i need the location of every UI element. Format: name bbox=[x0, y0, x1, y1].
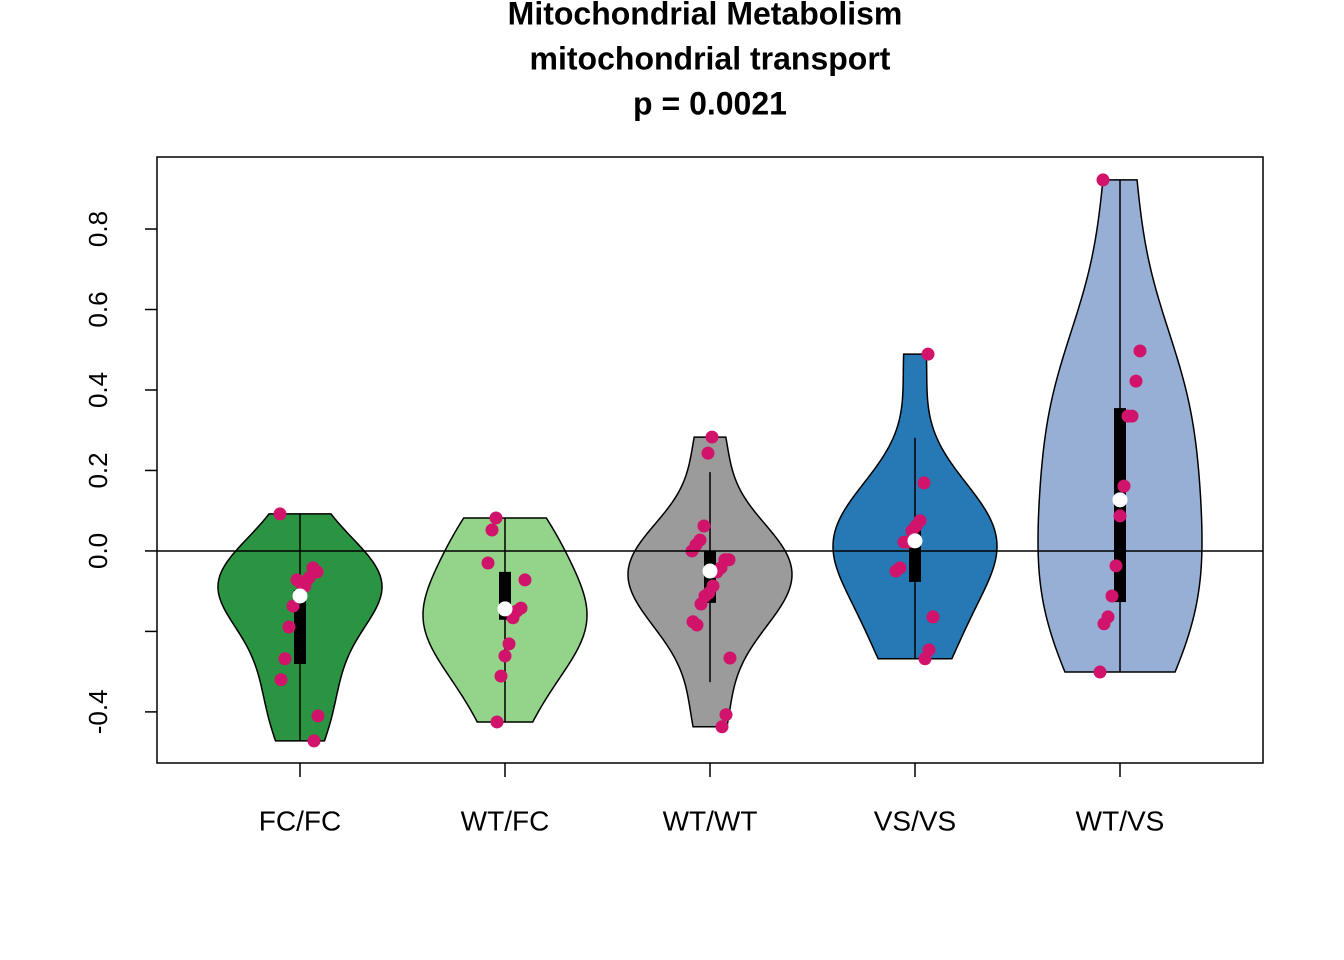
data-point bbox=[918, 652, 932, 666]
data-point bbox=[286, 599, 300, 613]
median bbox=[907, 533, 923, 549]
data-point bbox=[494, 669, 508, 683]
x-tick-label: FC/FC bbox=[259, 805, 341, 836]
data-point bbox=[278, 652, 292, 666]
data-point bbox=[502, 637, 516, 651]
chart-subtitle: p = 0.0021 bbox=[633, 85, 787, 121]
median bbox=[497, 601, 513, 617]
data-point bbox=[290, 573, 304, 587]
data-point bbox=[1113, 509, 1127, 523]
data-point bbox=[274, 673, 288, 687]
data-point bbox=[273, 507, 287, 521]
data-point bbox=[307, 734, 321, 748]
data-point bbox=[306, 561, 320, 575]
data-point bbox=[701, 446, 715, 460]
x-tick-label: WT/FC bbox=[461, 805, 550, 836]
x-tick-label: WT/VS bbox=[1076, 805, 1165, 836]
data-point bbox=[1133, 344, 1147, 358]
data-point bbox=[1096, 173, 1110, 187]
data-point bbox=[1109, 559, 1123, 573]
data-point bbox=[723, 651, 737, 665]
y-tick-label: -0.4 bbox=[83, 689, 113, 734]
y-tick-label: 0.6 bbox=[83, 291, 113, 327]
x-tick-label: WT/WT bbox=[663, 805, 758, 836]
data-point bbox=[697, 519, 711, 533]
data-point bbox=[282, 620, 296, 634]
y-tick-label: 0.2 bbox=[83, 452, 113, 488]
median bbox=[1112, 492, 1128, 508]
data-point bbox=[715, 720, 729, 734]
x-tick-label: VS/VS bbox=[874, 805, 956, 836]
data-point bbox=[1093, 665, 1107, 679]
data-point bbox=[719, 708, 733, 722]
data-point bbox=[498, 649, 512, 663]
data-point bbox=[926, 610, 940, 624]
data-point bbox=[485, 523, 499, 537]
data-point bbox=[1117, 479, 1131, 493]
data-point bbox=[489, 511, 503, 525]
data-point bbox=[921, 347, 935, 361]
data-point bbox=[686, 615, 700, 629]
chart-title: Mitochondrial Metabolism bbox=[508, 0, 903, 31]
data-point bbox=[490, 715, 504, 729]
data-point bbox=[917, 476, 931, 490]
data-point bbox=[1097, 617, 1111, 631]
y-tick-label: 0.8 bbox=[83, 211, 113, 247]
data-point bbox=[1105, 589, 1119, 603]
data-point bbox=[694, 597, 708, 611]
chart-subtitle: mitochondrial transport bbox=[530, 40, 891, 76]
data-point bbox=[311, 709, 325, 723]
data-point bbox=[1121, 409, 1135, 423]
median bbox=[702, 563, 718, 579]
data-point bbox=[518, 573, 532, 587]
y-tick-label: 0.4 bbox=[83, 372, 113, 408]
median bbox=[292, 588, 308, 604]
data-point bbox=[889, 564, 903, 578]
data-point bbox=[1129, 374, 1143, 388]
data-point bbox=[481, 556, 495, 570]
data-point bbox=[705, 430, 719, 444]
y-tick-label: 0.0 bbox=[83, 533, 113, 569]
data-point bbox=[897, 535, 911, 549]
